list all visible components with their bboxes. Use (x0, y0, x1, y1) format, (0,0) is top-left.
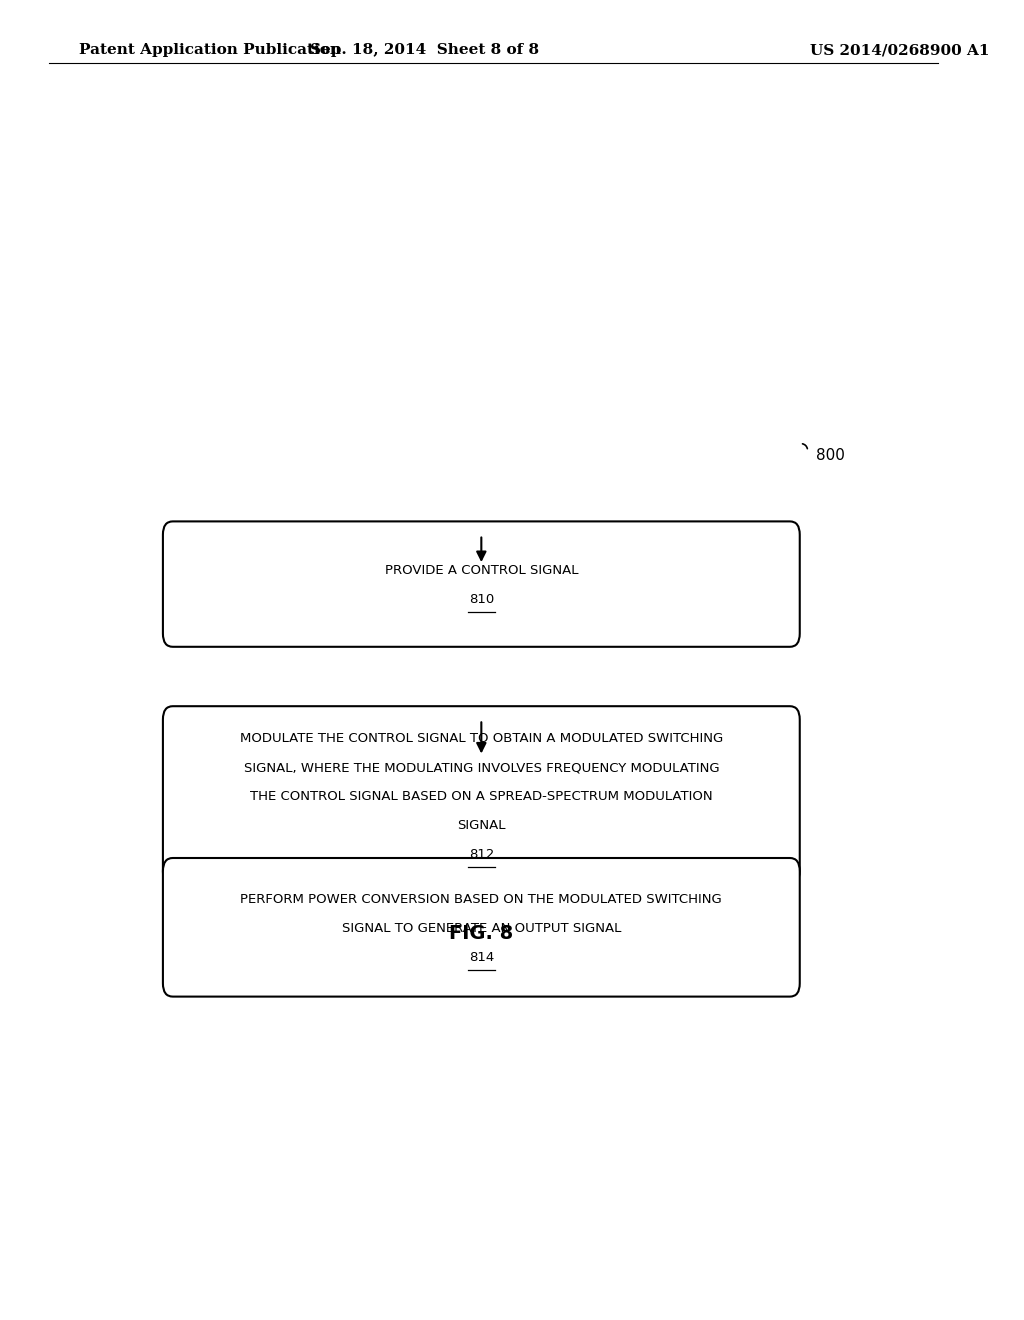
Text: SIGNAL, WHERE THE MODULATING INVOLVES FREQUENCY MODULATING: SIGNAL, WHERE THE MODULATING INVOLVES FR… (244, 762, 719, 774)
Text: 810: 810 (469, 594, 494, 606)
Text: PERFORM POWER CONVERSION BASED ON THE MODULATED SWITCHING: PERFORM POWER CONVERSION BASED ON THE MO… (241, 894, 722, 906)
Text: 800: 800 (815, 447, 845, 463)
FancyBboxPatch shape (163, 521, 800, 647)
Text: SIGNAL: SIGNAL (457, 820, 506, 832)
FancyBboxPatch shape (163, 706, 800, 884)
Text: Patent Application Publication: Patent Application Publication (79, 44, 341, 57)
FancyBboxPatch shape (163, 858, 800, 997)
Text: Sep. 18, 2014  Sheet 8 of 8: Sep. 18, 2014 Sheet 8 of 8 (310, 44, 539, 57)
Text: US 2014/0268900 A1: US 2014/0268900 A1 (810, 44, 989, 57)
Text: THE CONTROL SIGNAL BASED ON A SPREAD-SPECTRUM MODULATION: THE CONTROL SIGNAL BASED ON A SPREAD-SPE… (250, 791, 713, 803)
Text: 814: 814 (469, 952, 494, 964)
Text: PROVIDE A CONTROL SIGNAL: PROVIDE A CONTROL SIGNAL (385, 565, 579, 577)
Text: 812: 812 (469, 849, 494, 861)
Text: MODULATE THE CONTROL SIGNAL TO OBTAIN A MODULATED SWITCHING: MODULATE THE CONTROL SIGNAL TO OBTAIN A … (240, 733, 723, 744)
Text: SIGNAL TO GENERATE AN OUTPUT SIGNAL: SIGNAL TO GENERATE AN OUTPUT SIGNAL (342, 923, 621, 935)
Text: FIG. 8: FIG. 8 (450, 924, 513, 942)
